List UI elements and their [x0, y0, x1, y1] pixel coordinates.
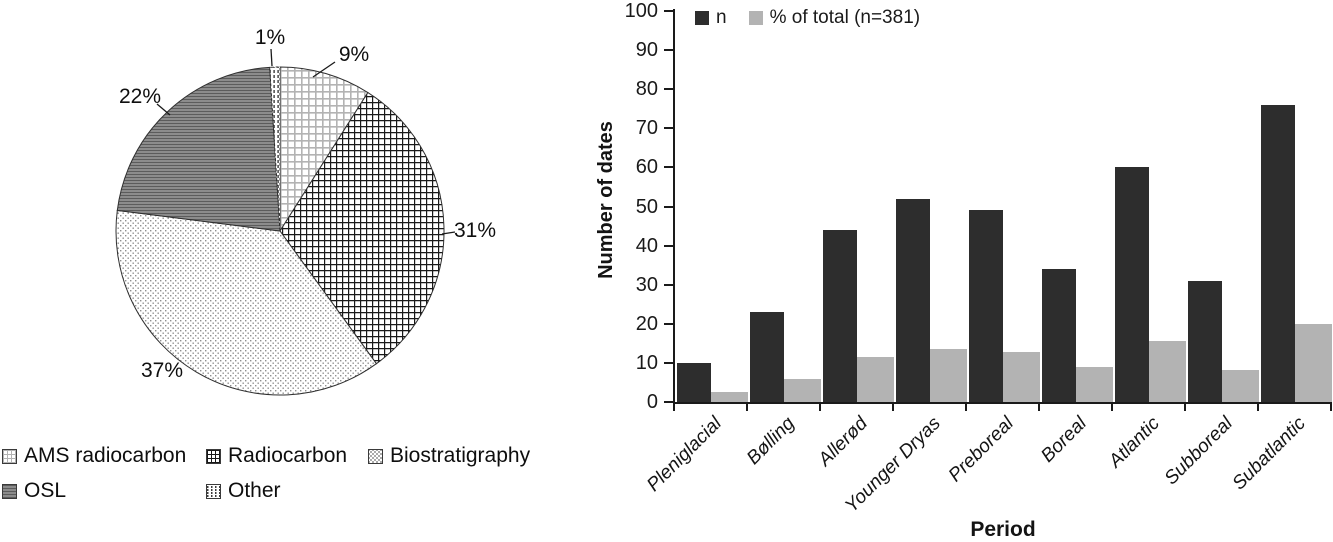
- x-tick: [673, 404, 675, 411]
- x-category-label: Bølling: [742, 413, 799, 469]
- legend-label: Other: [228, 479, 281, 502]
- x-category-label: Subboreal: [1160, 413, 1237, 490]
- bar-n-2: [823, 230, 857, 402]
- legend-item-other: Other: [206, 479, 281, 503]
- pie-leader-lines: [156, 48, 456, 235]
- bar-pct-6: [1149, 340, 1186, 402]
- bar-n-8: [1261, 104, 1295, 402]
- y-axis-title: Number of dates: [595, 121, 617, 279]
- x-tick: [965, 404, 967, 411]
- bar-pct-5: [1076, 367, 1113, 402]
- y-tick: [664, 127, 673, 130]
- legend-item-biostratigraphy: Biostratigraphy: [368, 444, 530, 468]
- bar-pct-4: [1003, 351, 1040, 402]
- pie-wedges: [115, 66, 445, 396]
- x-tick: [1257, 404, 1259, 411]
- bar-n-3: [896, 198, 930, 402]
- pattern-swatch-light-grid-icon: [2, 448, 17, 464]
- bar-pct-8: [1295, 324, 1332, 402]
- bar-n-0: [677, 362, 711, 402]
- series-n-label: n: [716, 7, 727, 28]
- y-tick-label: 20: [635, 312, 658, 335]
- bar-pct-1: [784, 378, 821, 402]
- bar-pct-7: [1222, 370, 1259, 402]
- legend-item-radiocarbon: Radiocarbon: [206, 444, 347, 468]
- pattern-swatch-dark-grid-icon: [206, 448, 221, 464]
- legend-item-osl: OSL: [2, 479, 66, 503]
- y-tick-label: 60: [635, 156, 658, 179]
- legend-label: Radiocarbon: [228, 444, 348, 467]
- pie-label-other: 1%: [254, 26, 286, 49]
- pie-slice-radiocarbon: [279, 91, 445, 365]
- pie-chart: [115, 48, 456, 396]
- bar-chart-legend: n % of total (n=381): [695, 7, 920, 29]
- y-tick: [664, 166, 673, 169]
- series-pct-label: % of total (n=381): [769, 7, 921, 28]
- bar-n-7: [1188, 280, 1222, 402]
- pattern-swatch-dashed-icon: [206, 483, 221, 499]
- pie-label-osl: 22%: [118, 85, 162, 108]
- pie-label-radiocarbon: 31%: [454, 219, 497, 242]
- pie-slice-biostratigraphy: [115, 209, 378, 396]
- series-pct-swatch-icon: [748, 11, 763, 25]
- y-tick-label: 0: [646, 391, 658, 413]
- bar-n-5: [1042, 269, 1076, 402]
- pattern-swatch-stripes-icon: [2, 483, 17, 499]
- y-tick-label: 100: [624, 0, 658, 22]
- x-tick: [1111, 404, 1113, 411]
- x-tick: [746, 404, 748, 411]
- x-tick: [892, 404, 894, 411]
- pie-slice-other: [269, 66, 281, 232]
- x-tick: [1184, 404, 1186, 411]
- y-axis-line: [673, 9, 675, 404]
- y-tick-label: 40: [635, 234, 658, 257]
- legend-item-ams-radiocarbon: AMS radiocarbon: [2, 444, 186, 468]
- y-tick-label: 50: [635, 195, 658, 218]
- legend-label: Biostratigraphy: [390, 444, 531, 467]
- y-tick-label: 30: [635, 273, 658, 296]
- y-tick: [664, 322, 673, 325]
- pie-slice-ams-radiocarbon: [279, 66, 369, 233]
- y-tick-label: 70: [635, 117, 658, 140]
- x-axis-title: Period: [970, 518, 1036, 541]
- bar-pct-3: [930, 348, 967, 402]
- y-tick: [664, 49, 673, 52]
- legend-label: OSL: [24, 479, 67, 502]
- bar-n-6: [1115, 167, 1149, 402]
- bar-pct-0: [711, 391, 748, 402]
- y-tick: [664, 401, 673, 403]
- x-tick: [1330, 404, 1332, 411]
- y-tick: [664, 205, 673, 208]
- y-tick-label: 90: [635, 39, 658, 62]
- bar-pct-2: [857, 357, 894, 402]
- x-tick: [1038, 404, 1040, 411]
- x-category-label: Allerød: [814, 413, 872, 471]
- y-tick: [664, 244, 673, 247]
- x-axis-line: [673, 402, 1332, 404]
- y-tick: [664, 10, 673, 12]
- legend-label: AMS radiocarbon: [24, 444, 187, 467]
- series-n-swatch-icon: [695, 11, 709, 25]
- x-category-label: Subatlantic: [1228, 413, 1310, 495]
- y-tick: [664, 361, 673, 364]
- bar-n-1: [750, 312, 784, 402]
- y-tick: [664, 283, 673, 286]
- x-category-label: Pleniglacial: [643, 413, 726, 496]
- y-tick: [664, 88, 673, 91]
- pie-slice-osl: [116, 66, 281, 232]
- y-tick-label: 10: [635, 351, 658, 374]
- bar-n-4: [969, 210, 1003, 402]
- pattern-swatch-dotted-icon: [368, 448, 383, 464]
- leader-line-osl: [156, 103, 171, 116]
- pie-label-biostratigraphy: 37%: [140, 359, 184, 382]
- leader-line-radiocarbon: [441, 231, 456, 235]
- y-tick-label: 80: [635, 78, 658, 101]
- leader-line-other: [270, 48, 273, 67]
- x-tick: [819, 404, 821, 411]
- leader-line-ams: [312, 61, 336, 78]
- pie-label-ams: 9%: [338, 43, 370, 66]
